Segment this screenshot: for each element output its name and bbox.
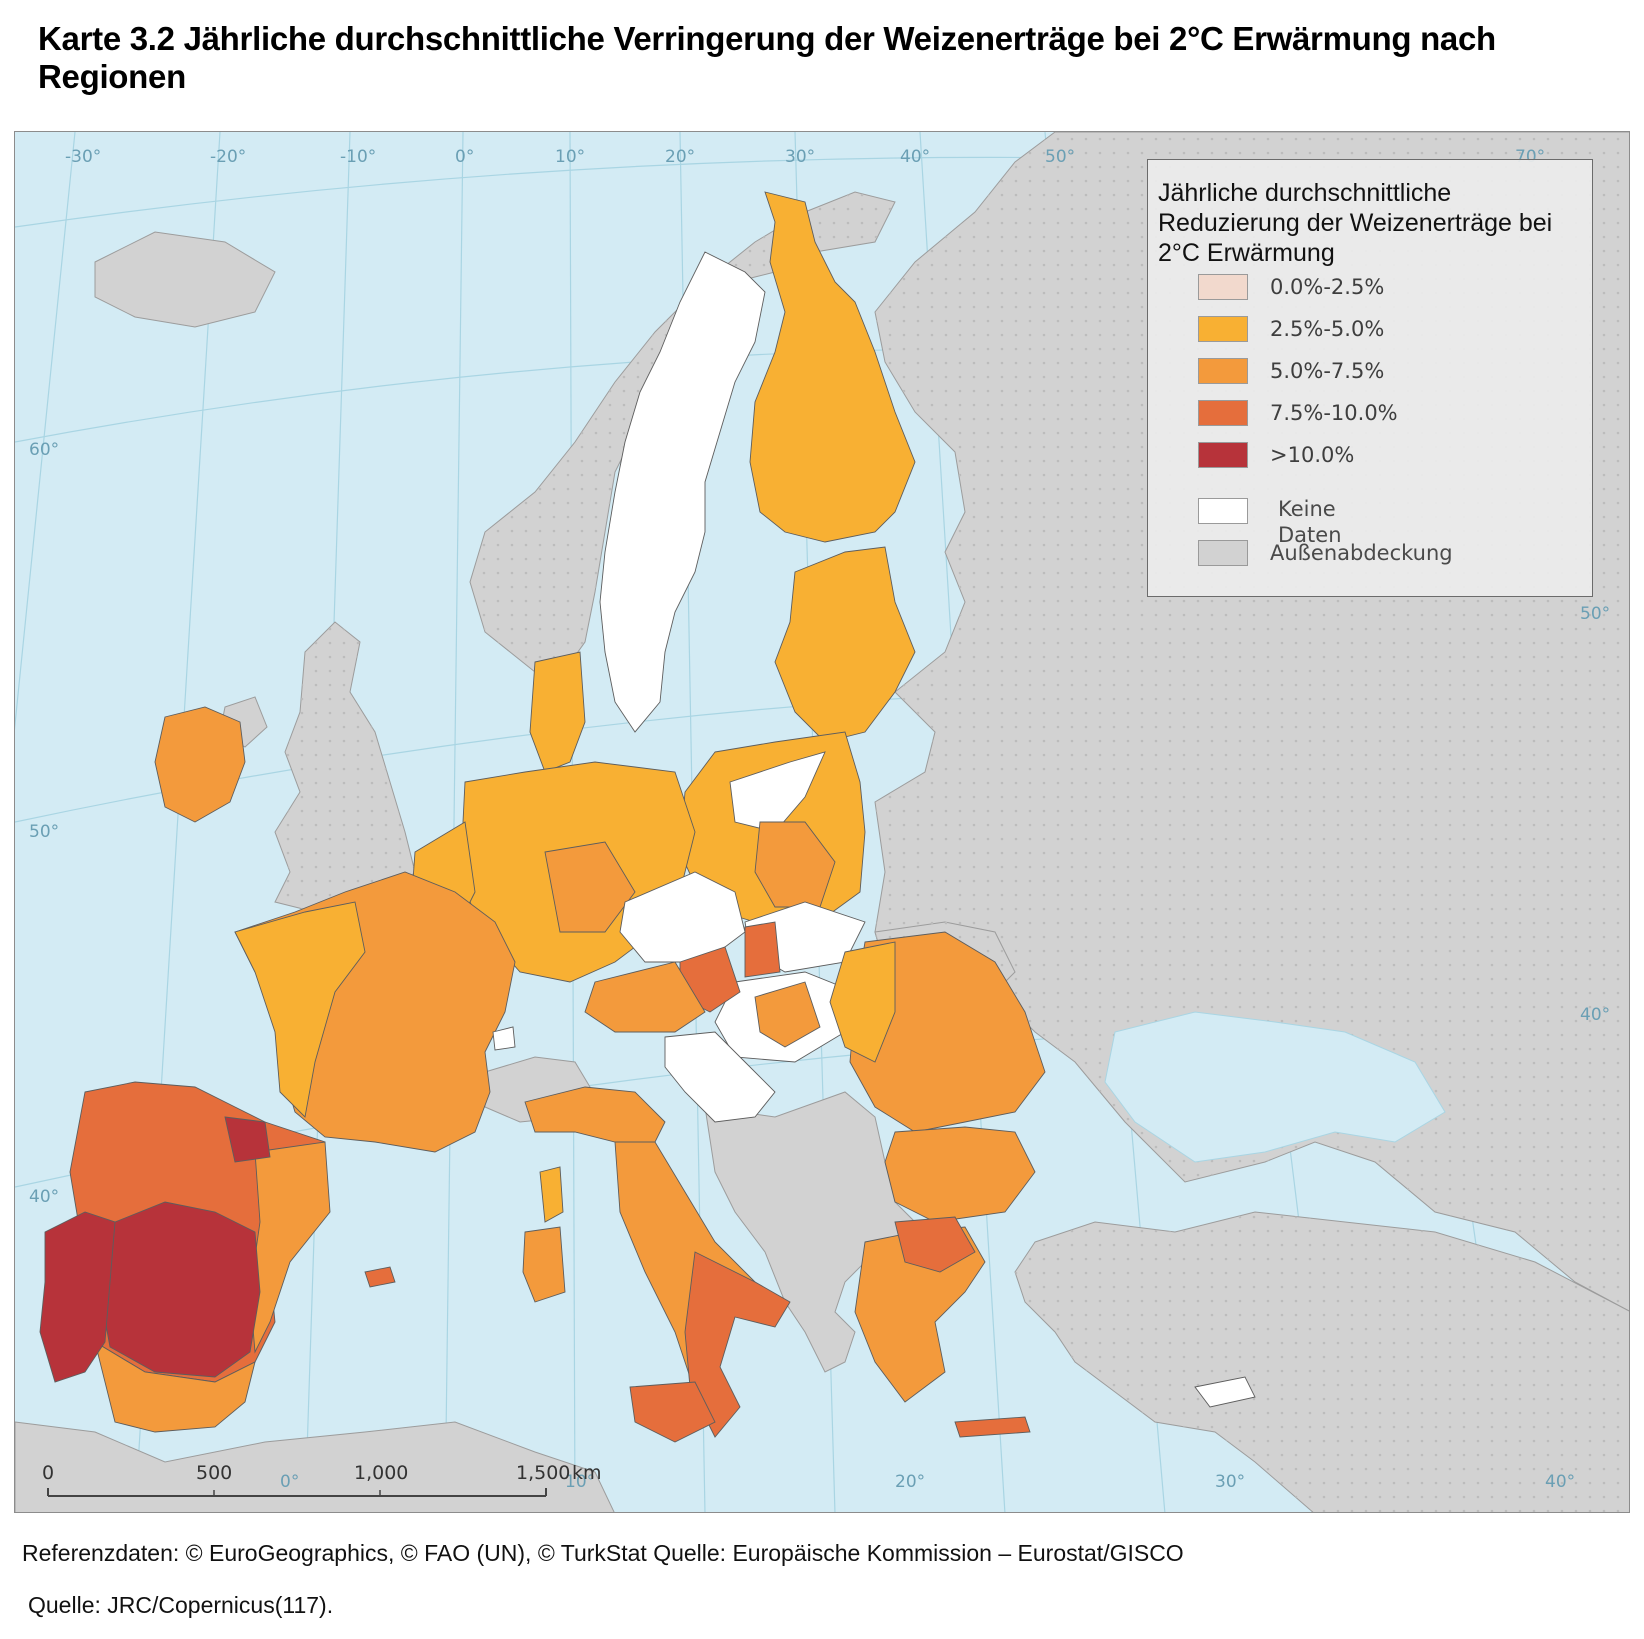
scale-bar: 0 500 1,000 1,500 km [36,1462,656,1512]
region-sicily [629,1381,716,1443]
scale-tick-3: 1,500 [516,1462,571,1484]
scale-line [47,1488,547,1497]
region-croatia-no-data [664,1031,776,1123]
graticule-left-1: 50° [29,822,59,842]
region-spain-south [94,1341,256,1433]
region-sweden-no-data [599,251,766,733]
legend-swatch-outside [1198,540,1248,566]
graticule-bottom-3: 30° [1215,1472,1245,1492]
graticule-labels: -30° -20° -10° 0° 10° 20° 30° 40° 50° 70… [29,147,1610,1492]
region-greece-north-dark [894,1216,976,1273]
graticule-bottom-1: 10° [565,1472,595,1492]
region-baltics [774,546,916,743]
region-sardinia [522,1226,566,1303]
region-corsica [539,1166,564,1223]
legend-label-2: 5.0%-7.5% [1270,359,1385,383]
region-denmark [529,651,586,773]
scale-tick-1: 500 [196,1462,233,1484]
legend-item-no-data: Keine Daten [1198,496,1578,552]
legend-label-3: 7.5%-10.0% [1270,401,1398,425]
legend: Jährliche durchschnittliche Reduzierung … [1147,159,1593,597]
legend-swatch-2 [1198,358,1248,384]
graticule-top-7: 40° [900,147,930,167]
legend-label-no-data: Keine Daten [1278,497,1342,547]
legend-swatch-no-data [1198,498,1248,524]
graticule-right-1: 40° [1580,1005,1610,1025]
region-austria [584,961,706,1033]
legend-item-outside: Außenabdeckung [1198,538,1578,568]
region-iberia-center-red [99,1201,261,1378]
region-portugal-red [39,1211,116,1383]
region-finland [749,191,916,543]
map-title: Karte 3.2 Jährliche durchschnittliche Ve… [38,20,1496,95]
region-germany-orange [544,841,636,933]
graticule-top-3: 0° [455,147,474,167]
legend-item-3: 7.5%-10.0% [1198,398,1578,428]
region-navarre-red [224,1116,271,1163]
region-france-no-data [492,1026,516,1051]
footer-references: Referenzdaten: © EuroGeographics, © FAO … [22,1540,1184,1566]
scale-tick-0: 0 [42,1462,55,1484]
region-romania [849,931,1046,1133]
map-canvas: -30° -20° -10° 0° 10° 20° 30° 40° 50° 70… [15,132,1629,1512]
legend-item-4: >10.0% [1198,440,1578,470]
region-poland-no-data [729,751,826,833]
graticule-left-0: 60° [29,440,59,460]
region-crete [954,1416,1031,1438]
legend-item-1: 2.5%-5.0% [1198,314,1578,344]
eu-regions [39,191,1256,1443]
graticule-top-1: -20° [210,147,246,167]
graticule-top-0: -30° [65,147,101,167]
region-ireland [154,706,246,823]
legend-swatch-0 [1198,274,1248,300]
graticule-top-4: 10° [555,147,585,167]
region-italy-south-dark [684,1251,791,1438]
legend-swatch-3 [1198,400,1248,426]
region-spain-east [249,1141,331,1354]
region-bratislava-dark [744,921,781,978]
region-bulgaria [884,1126,1036,1223]
legend-title: Jährliche durchschnittliche Reduzierung … [1158,179,1553,267]
region-hungary-orange [754,981,821,1048]
legend-swatch-4 [1198,442,1248,468]
graticule-bottom-4: 40° [1545,1472,1575,1492]
graticule-left-2: 40° [29,1187,59,1207]
legend-label-outside: Außenabdeckung [1270,541,1453,565]
region-balearic [364,1266,396,1288]
graticule-top-2: -10° [340,147,376,167]
legend-label-1: 2.5%-5.0% [1270,317,1385,341]
legend-swatch-1 [1198,316,1248,342]
graticule-bottom-0: 0° [280,1472,299,1492]
graticule-top-8: 50° [1045,147,1075,167]
legend-label-0: 0.0%-2.5% [1270,275,1385,299]
scale-tick-2: 1,000 [354,1462,409,1484]
black-sea [1104,1011,1446,1163]
graticule-top-6: 30° [785,147,815,167]
region-france-west [234,901,366,1118]
graticule-top-5: 20° [665,147,695,167]
legend-label-4: >10.0% [1270,443,1355,467]
legend-item-2: 5.0%-7.5% [1198,356,1578,386]
graticule-bottom-2: 20° [895,1472,925,1492]
graticule-right-0: 50° [1580,604,1610,624]
legend-item-0: 0.0%-2.5% [1198,272,1578,302]
scale-unit: km [572,1462,602,1484]
region-romania-west [829,941,896,1063]
region-cyprus-no-data [1194,1376,1256,1408]
footer-source: Quelle: JRC/Copernicus(117). [28,1592,334,1618]
